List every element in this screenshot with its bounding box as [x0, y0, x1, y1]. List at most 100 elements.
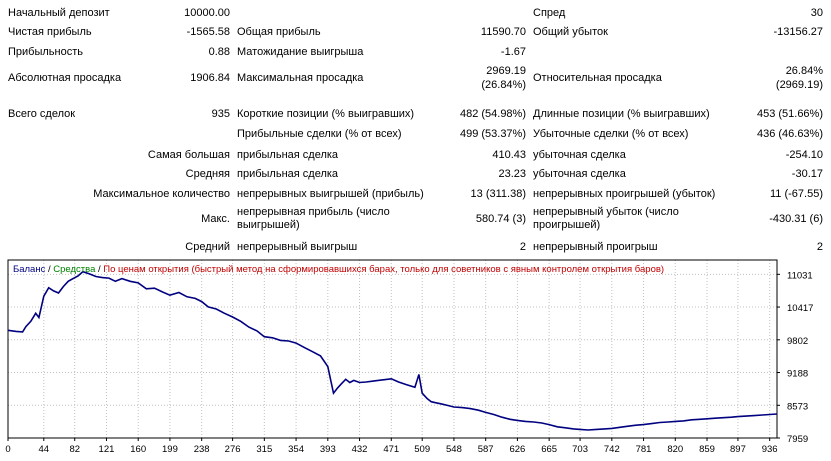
max-consecutive-losses-label: непрерывных проигрышей (убыток) [533, 188, 716, 200]
max-consecutive-loss-label-1: непрерывный убыток (число [533, 206, 679, 218]
spread-value: 30 [810, 7, 823, 19]
loss-trades-value: 436 (46.63%) [756, 128, 823, 140]
max-consecutive-label: Максимальное количество [93, 188, 230, 200]
chart-legend: Баланс / Средства / По ценам открытия (б… [13, 264, 664, 275]
balance-line [7, 270, 778, 431]
spread-label: Спред [533, 7, 566, 19]
rel-drawdown-amount: (2969.19) [775, 79, 823, 91]
chart-grid [7, 260, 777, 439]
expected-payoff-value: -1.67 [500, 46, 526, 58]
total-trades-label: Всего сделок [8, 108, 76, 120]
x-tick-label: 820 [667, 444, 683, 455]
average-loss-value: -30.17 [791, 168, 823, 180]
max-consecutive-loss-label-2: проигрышей) [533, 219, 601, 231]
total-trades-value: 935 [211, 108, 230, 120]
profit-factor-value: 0.88 [208, 46, 230, 58]
abs-drawdown-label: Абсолютная просадка [8, 72, 122, 84]
average-label: Средняя [185, 168, 230, 180]
long-positions-value: 453 (51.66%) [756, 108, 823, 120]
gross-profit-label: Общая прибыль [237, 26, 321, 38]
largest-label: Самая большая [147, 149, 230, 161]
gross-loss-label: Общий убыток [533, 26, 608, 38]
x-tick-label: 626 [509, 444, 525, 455]
largest-profit-value: 410.43 [492, 149, 526, 161]
profit-trades-value: 499 (53.37%) [459, 128, 526, 140]
max-consecutive-amount-label: Макс. [201, 213, 230, 225]
chart-series [7, 270, 778, 431]
y-tick-label: 8573 [787, 401, 808, 412]
abs-drawdown-value: 1906.84 [190, 72, 230, 84]
y-tick-label: 9188 [787, 369, 808, 380]
x-tick-label: 354 [288, 444, 304, 455]
loss-trades-label: Убыточные сделки (% от всех) [533, 128, 689, 140]
short-positions-label: Короткие позиции (% выигравших) [237, 108, 415, 120]
rel-drawdown-value: 26.84% [785, 65, 823, 77]
expected-payoff-label: Матожидание выигрыша [237, 46, 364, 58]
avg-consecutive-wins-value: 2 [519, 241, 526, 253]
largest-loss-label: убыточная сделка [533, 149, 626, 161]
average-profit-label: прибыльная сделка [237, 168, 339, 180]
avg-consecutive-losses-label: непрерывный проигрыш [533, 241, 658, 253]
x-tick-label: 509 [414, 444, 430, 455]
avg-consecutive-losses-value: 2 [816, 241, 823, 253]
report-table: Начальный депозит 10000.00 Спред 30 Чист… [8, 7, 823, 253]
rel-drawdown-label: Относительная просадка [533, 72, 662, 84]
x-tick-label: 936 [762, 444, 778, 455]
x-tick-label: 471 [383, 444, 399, 455]
x-tick-label: 315 [256, 444, 272, 455]
x-tick-label: 276 [225, 444, 241, 455]
x-tick-label: 82 [69, 444, 80, 455]
long-positions-label: Длинные позиции (% выигравших) [533, 108, 710, 120]
x-tick-label: 548 [446, 444, 462, 455]
average-loss-label: убыточная сделка [533, 168, 626, 180]
initial-deposit-label: Начальный депозит [8, 7, 110, 19]
x-tick-label: 238 [194, 444, 210, 455]
avg-consecutive-wins-label: непрерывный выигрыш [237, 241, 358, 253]
y-axis-ticks: 11031 10417 9802 9188 8573 7959 [777, 270, 813, 445]
y-tick-label: 11031 [787, 270, 813, 281]
y-tick-label: 10417 [787, 303, 813, 314]
max-consecutive-loss-value: -430.31 (6) [769, 213, 823, 225]
legend-info: По ценам открытия (быстрый метод на сфор… [103, 264, 665, 275]
initial-deposit-value: 10000.00 [184, 7, 230, 19]
max-consecutive-losses-value: 11 (-67.55) [770, 188, 823, 200]
largest-profit-label: прибыльная сделка [237, 149, 339, 161]
x-tick-label: 199 [162, 444, 178, 455]
x-tick-label: 665 [541, 444, 557, 455]
largest-loss-value: -254.10 [785, 149, 823, 161]
legend-equity: Средства [53, 264, 96, 275]
x-tick-label: 121 [99, 444, 115, 455]
max-drawdown-percent: (26.84%) [481, 79, 526, 91]
legend-separator: / [45, 264, 54, 275]
avg-consecutive-label: Средний [185, 241, 230, 253]
net-profit-value: -1565.58 [186, 26, 230, 38]
x-axis-ticks: 0 44 82 121 160 199 238 276 315 354 393 432 471 509 54… [5, 438, 778, 455]
x-tick-label: 393 [320, 444, 336, 455]
chart-frame [7, 259, 778, 439]
net-profit-label: Чистая прибыль [8, 26, 92, 38]
short-positions-value: 482 (54.98%) [459, 108, 526, 120]
x-tick-label: 781 [636, 444, 652, 455]
x-tick-label: 432 [352, 444, 368, 455]
max-consecutive-profit-label-2: выигрышей) [237, 219, 300, 231]
max-drawdown-value: 2969.19 [486, 65, 526, 77]
gross-loss-value: -13156.27 [773, 26, 823, 38]
max-consecutive-profit-value: 580.74 (3) [475, 213, 526, 225]
profit-trades-label: Прибыльные сделки (% от всех) [237, 128, 402, 140]
x-tick-label: 859 [699, 444, 715, 455]
x-tick-label: 897 [730, 444, 746, 455]
x-tick-label: 44 [39, 444, 50, 455]
y-tick-label: 9802 [787, 336, 808, 347]
max-consecutive-profit-label-1: непрерывная прибыль (число [237, 206, 390, 218]
gross-profit-value: 11590.70 [480, 26, 526, 38]
x-tick-label: 160 [130, 444, 146, 455]
average-profit-value: 23.23 [498, 168, 526, 180]
legend-separator: / [95, 264, 104, 275]
legend-balance: Баланс [13, 264, 46, 275]
max-drawdown-label: Максимальная просадка [237, 72, 364, 84]
max-consecutive-wins-label: непрерывных выигрышей (прибыль) [237, 188, 424, 200]
x-tick-label: 587 [478, 444, 494, 455]
y-tick-label: 7959 [787, 434, 808, 445]
profit-factor-label: Прибыльность [8, 46, 83, 58]
